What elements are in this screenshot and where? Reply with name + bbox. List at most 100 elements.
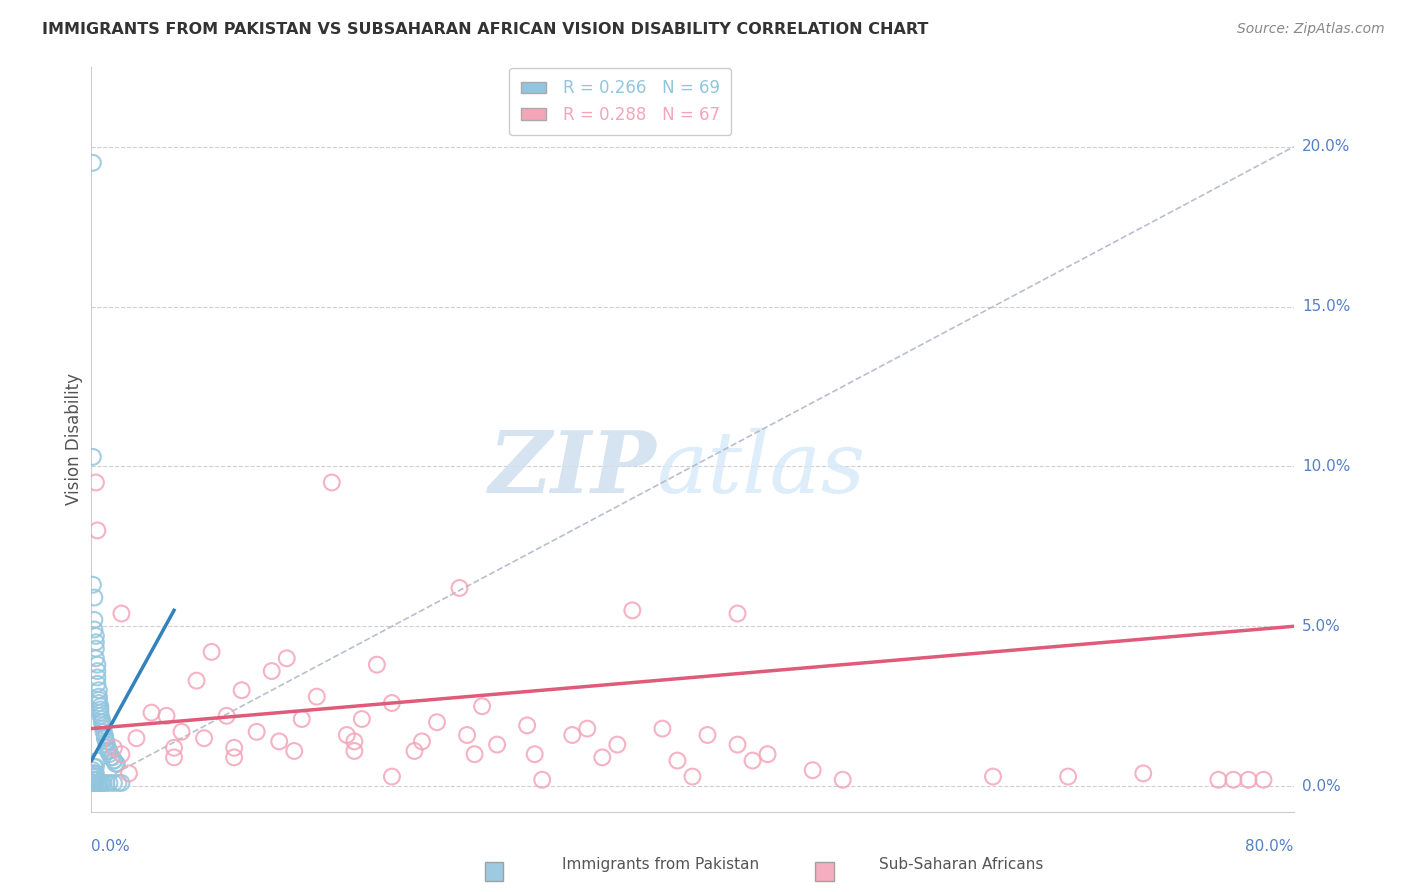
Point: [170, 724, 193, 739]
Point: [93, 776, 115, 790]
Point: [366, 657, 388, 672]
Point: [89, 702, 111, 716]
Point: [98, 776, 121, 790]
Point: [84, 651, 107, 665]
Point: [426, 715, 449, 730]
Point: [82, 776, 104, 790]
Point: [84, 475, 107, 490]
Text: Immigrants from Pakistan: Immigrants from Pakistan: [562, 857, 759, 872]
Point: [269, 734, 291, 748]
Point: [83, 623, 105, 637]
Point: [343, 744, 366, 758]
Point: [86, 776, 108, 790]
Point: [90, 712, 112, 726]
Point: [82, 763, 104, 777]
Point: [98, 744, 121, 758]
Point: [83, 591, 105, 605]
Point: [231, 683, 253, 698]
Point: [98, 747, 121, 761]
Point: [96, 776, 118, 790]
Point: [471, 699, 494, 714]
Point: [291, 712, 314, 726]
Point: [82, 772, 104, 787]
Point: [82, 770, 104, 784]
Point: [86, 524, 108, 538]
Point: [97, 740, 120, 755]
Point: [283, 744, 305, 758]
Point: [1237, 772, 1260, 787]
Point: [666, 754, 689, 768]
Point: [83, 776, 105, 790]
Point: [621, 603, 644, 617]
Text: atlas: atlas: [657, 428, 866, 510]
Point: [756, 747, 779, 761]
Text: 5.0%: 5.0%: [1302, 619, 1340, 634]
Point: [84, 760, 107, 774]
Point: [125, 731, 148, 746]
Point: [260, 664, 283, 678]
Point: [350, 712, 373, 726]
Point: [741, 754, 763, 768]
Point: [96, 734, 118, 748]
Point: [118, 766, 141, 780]
Point: [456, 728, 478, 742]
Point: [82, 450, 104, 464]
Point: [87, 696, 110, 710]
Point: [103, 776, 125, 790]
Point: [86, 670, 108, 684]
Point: [110, 607, 132, 621]
Point: [89, 708, 111, 723]
Point: [155, 708, 177, 723]
Point: [981, 770, 1004, 784]
Point: [696, 728, 718, 742]
Text: 0.0%: 0.0%: [1302, 779, 1340, 794]
Point: [94, 731, 117, 746]
Point: [651, 722, 673, 736]
Text: ZIP: ZIP: [488, 427, 657, 511]
Point: [90, 715, 112, 730]
Point: [576, 722, 599, 736]
Point: [831, 772, 853, 787]
Point: [224, 750, 246, 764]
Point: [97, 744, 120, 758]
Point: [101, 750, 124, 764]
Point: [606, 738, 628, 752]
Point: [82, 156, 104, 170]
Point: [96, 738, 118, 752]
Legend: R = 0.266   N = 69, R = 0.288   N = 67: R = 0.266 N = 69, R = 0.288 N = 67: [509, 68, 731, 136]
Point: [163, 740, 186, 755]
Point: [83, 772, 105, 787]
Point: [141, 706, 163, 720]
Point: [83, 770, 105, 784]
Point: [86, 657, 108, 672]
Point: [89, 706, 111, 720]
Point: [93, 724, 115, 739]
Point: [486, 738, 509, 752]
Point: [84, 641, 107, 656]
Point: [93, 722, 115, 736]
Point: [104, 756, 127, 771]
Point: [681, 770, 703, 784]
Point: [591, 750, 613, 764]
Text: Source: ZipAtlas.com: Source: ZipAtlas.com: [1237, 22, 1385, 37]
Point: [531, 772, 554, 787]
Text: 10.0%: 10.0%: [1302, 459, 1350, 474]
Point: [82, 578, 104, 592]
Point: [186, 673, 208, 688]
Point: [86, 754, 108, 768]
Point: [86, 664, 108, 678]
Point: [246, 724, 269, 739]
Point: [1222, 772, 1244, 787]
Point: [87, 683, 110, 698]
Point: [321, 475, 343, 490]
Point: [84, 776, 107, 790]
Point: [84, 766, 107, 780]
Point: [336, 728, 359, 742]
Point: [84, 772, 107, 787]
Point: [100, 750, 122, 764]
Point: [89, 776, 111, 790]
Point: [381, 770, 404, 784]
Point: [163, 750, 186, 764]
Point: [727, 607, 749, 621]
Point: [193, 731, 215, 746]
